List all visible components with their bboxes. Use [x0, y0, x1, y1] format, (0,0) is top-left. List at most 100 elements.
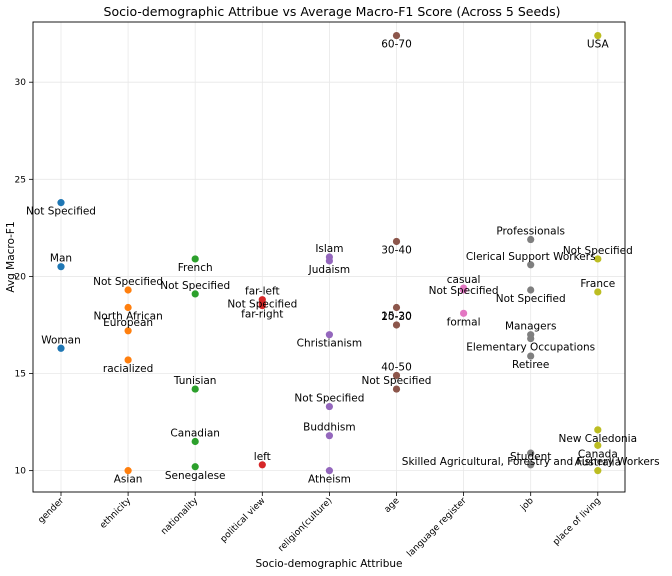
- y-tick-label: 25: [15, 175, 26, 185]
- point-label-political-view-far-right: far-right: [241, 309, 283, 321]
- point-label-place-of-living-usa: USA: [587, 39, 610, 51]
- point-label-job-clerical-support-workers: Clerical Support Workers: [466, 251, 596, 263]
- y-tick-label: 30: [15, 78, 27, 88]
- point-job-elementary-occupations: [527, 334, 535, 343]
- point-label-religion-culture-buddhism: Buddhism: [303, 422, 355, 434]
- point-label-political-view-left: left: [254, 451, 271, 463]
- point-nationality-tunisian: [191, 385, 199, 393]
- point-religion-culture-not-specified: [325, 402, 333, 411]
- point-nationality-french: [191, 255, 199, 263]
- point-label-religion-culture-christianism: Christianism: [297, 338, 362, 350]
- point-place-of-living-new-caledonia: [594, 426, 602, 434]
- point-nationality-senegalese: [191, 463, 199, 471]
- point-label-nationality-tunisian: Tunisian: [173, 375, 217, 387]
- point-label-ethnicity-racialized: racialized: [103, 363, 153, 375]
- point-label-place-of-living-france: France: [580, 278, 615, 290]
- point-label-nationality-french: French: [178, 262, 213, 274]
- point-label-job-professionals: Professionals: [496, 226, 565, 238]
- x-axis: gender ethnicity nationality political view…: [36, 492, 603, 559]
- point-label-ethnicity-not-specified: Not Specified: [93, 276, 163, 288]
- point-label-language-register-formal: formal: [447, 316, 481, 328]
- point-label-job-student: Student: [510, 451, 551, 463]
- point-label-religion-culture-not-specified: Not Specified: [294, 393, 364, 405]
- point-label-job-managers: Managers: [505, 321, 557, 333]
- point-ethnicity-european: [124, 327, 132, 335]
- point-label-religion-culture-atheism: Atheism: [308, 474, 351, 486]
- point-label-gender-man: Man: [50, 253, 72, 265]
- point-label-political-view-far-left: far-left: [245, 286, 280, 298]
- x-tick-label-language-register: language register: [405, 496, 468, 559]
- point-job-skilled-agricultural-forestry-and-fishery-workers: [527, 449, 535, 457]
- point-nationality-not-specified: [191, 290, 199, 298]
- x-axis-label: Socio-demographic Attribue: [256, 558, 403, 570]
- point-religion-culture-judaism: [325, 257, 333, 265]
- point-label-nationality-canadian: Canadian: [170, 428, 220, 440]
- point-religion-culture-atheism: [325, 467, 333, 475]
- x-tick-label-nationality: nationality: [159, 496, 200, 537]
- point-label-gender-not-specified: Not Specified: [26, 206, 96, 218]
- point-place-of-living-australia: [594, 467, 602, 475]
- point-ethnicity-north-african: [124, 303, 132, 312]
- point-label-place-of-living-new-caledonia: New Caledonia: [559, 433, 637, 445]
- point-ethnicity-racialized: [124, 356, 132, 364]
- point-place-of-living-usa: [594, 31, 602, 40]
- point-nationality-canadian: [191, 437, 199, 446]
- point-label-job-elementary-occupations: Elementary Occupations: [466, 342, 595, 354]
- point-label-nationality-not-specified: Not Specified: [160, 280, 230, 292]
- point-label-ethnicity-european: European: [103, 317, 153, 329]
- point-label-place-of-living-not-specified: Not Specified: [563, 245, 633, 257]
- point-labels-layer: Not Specified Man Woman Not Specified North …: [26, 39, 660, 486]
- point-political-view-left: [258, 461, 266, 469]
- point-religion-culture-buddhism: [325, 432, 333, 440]
- point-political-view-far-right: [258, 301, 266, 310]
- point-label-religion-culture-judaism: Judaism: [308, 264, 350, 276]
- point-place-of-living-not-specified: [594, 255, 602, 263]
- x-tick-label-religion-culture: religion(culture): [277, 496, 335, 554]
- point-label-age-15-20: 15-20: [381, 310, 412, 322]
- points-layer: [57, 31, 602, 475]
- y-axis-label: Avg Macro-F1: [5, 221, 17, 292]
- point-label-nationality-senegalese: Senegalese: [165, 470, 226, 482]
- y-tick-label: 15: [15, 370, 26, 380]
- point-gender-man: [57, 263, 65, 271]
- y-tick-label: 10: [15, 467, 27, 477]
- point-label-age-40-50: 40-50: [381, 361, 412, 373]
- x-tick-label-gender: gender: [36, 496, 66, 526]
- y-axis: 10 15 20 25 30: [15, 78, 33, 477]
- point-label-religion-culture-islam: Islam: [315, 243, 343, 255]
- point-place-of-living-france: [594, 288, 602, 296]
- point-place-of-living-canada: [594, 441, 602, 449]
- point-gender-not-specified: [57, 199, 65, 207]
- point-label-place-of-living-canada: Canada: [578, 448, 618, 460]
- point-label-political-view-not-specified: Not Specified: [227, 299, 297, 311]
- point-age-15-20: [392, 303, 401, 312]
- point-age-not-specified: [392, 385, 401, 393]
- point-label-job-skilled-agricultural-forestry-and-fishery-workers: Skilled Agricultural, Forestry and Fishe…: [402, 456, 660, 468]
- point-language-register-formal: [460, 309, 468, 317]
- point-label-language-register-not-specified: Not Specified: [429, 285, 499, 297]
- point-language-register-not-specified: [460, 286, 468, 294]
- point-ethnicity-not-specified: [124, 286, 132, 294]
- x-tick-label-age: age: [383, 496, 402, 515]
- point-job-clerical-support-workers: [527, 261, 535, 269]
- point-age-30-40: [392, 237, 401, 246]
- point-label-ethnicity-north-african: North African: [93, 310, 162, 322]
- point-job-professionals: [527, 235, 535, 244]
- point-label-age-60-70: 60-70: [381, 39, 412, 51]
- point-age-60-70: [392, 31, 401, 40]
- point-label-ethnicity-asian: Asian: [114, 474, 143, 486]
- point-job-retiree: [527, 352, 535, 360]
- x-tick-label-political-view: political view: [219, 496, 268, 545]
- y-tick-label: 20: [15, 272, 27, 282]
- point-label-age-30-40: 30-40: [381, 244, 412, 256]
- point-religion-culture-christianism: [325, 331, 333, 339]
- point-label-gender-woman: Woman: [41, 334, 81, 346]
- point-label-place-of-living-australia: Australia: [575, 457, 621, 469]
- point-label-language-register-casual: casual: [447, 274, 481, 286]
- chart-title: Socio-demographic Attribue vs Average Ma…: [104, 4, 561, 19]
- point-label-age-not-specified: Not Specified: [362, 375, 432, 387]
- point-age-40-50: [392, 371, 401, 380]
- point-age-20-30: [392, 321, 401, 329]
- point-gender-woman: [57, 344, 65, 352]
